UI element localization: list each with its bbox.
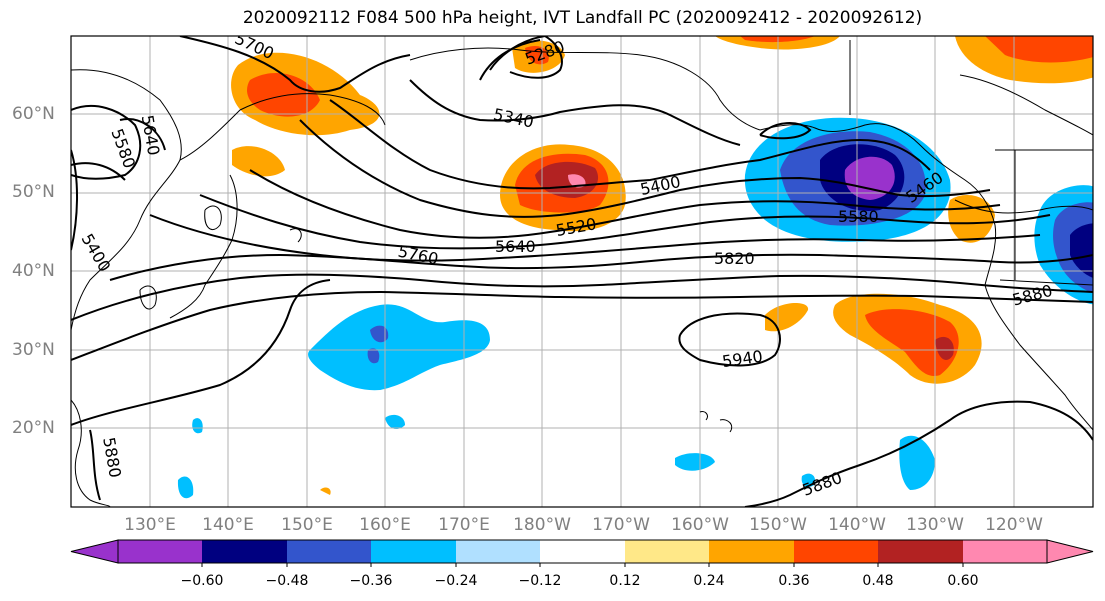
lon-label: 170°E — [438, 515, 490, 535]
lon-label: 130°W — [906, 515, 964, 535]
height-contours — [71, 36, 1093, 507]
contour-label: 5820 — [714, 249, 755, 268]
map-title: 2020092112 F084 500 hPa height, IVT Land… — [242, 8, 923, 28]
colorbar-cells — [70, 539, 1094, 564]
colorbar-cell — [456, 540, 540, 563]
colorbar-extend-max — [1046, 539, 1094, 564]
colorbar-tick-label: −0.24 — [434, 573, 478, 589]
colorbar-ticks — [201, 563, 964, 567]
colorbar-extend-min — [70, 539, 119, 564]
lon-label: 120°W — [985, 515, 1043, 535]
lat-label-30n: 30°N — [12, 340, 55, 360]
lon-label: 140°E — [202, 515, 254, 535]
gridlines — [71, 36, 1093, 507]
colorbar-tick-label: 0.36 — [778, 573, 810, 589]
colorbar-tick-label: −0.60 — [180, 573, 224, 589]
colorbar-cell — [540, 540, 625, 563]
colorbar-tick-label: −0.12 — [518, 573, 562, 589]
colorbar-cell — [878, 540, 963, 563]
lat-label-50n: 50°N — [12, 182, 55, 202]
lon-label: 130°E — [124, 515, 176, 535]
lat-label-60n: 60°N — [12, 104, 55, 124]
contour-label: 5640 — [495, 237, 536, 256]
colorbar-tick-label: 0.12 — [609, 573, 641, 589]
colorbar-cell — [709, 540, 794, 563]
lon-label: 160°E — [359, 515, 411, 535]
colorbar-cell — [371, 540, 456, 563]
lon-label: 150°W — [749, 515, 807, 535]
lon-label: 180°W — [513, 515, 571, 535]
colorbar-tick-label: 0.60 — [947, 573, 979, 589]
lon-label: 160°W — [671, 515, 729, 535]
lon-label: 140°W — [828, 515, 886, 535]
colorbar-tick-label: −0.48 — [265, 573, 309, 589]
colorbar-tick-label: 0.48 — [862, 573, 894, 589]
colorbar-tick-label: −0.36 — [349, 573, 393, 589]
coastlines — [71, 40, 1093, 507]
colorbar-cell — [625, 540, 709, 563]
map-frame — [70, 35, 1094, 508]
lat-label-20n: 20°N — [12, 418, 55, 438]
colorbar-cell — [202, 540, 287, 563]
contour-label: 5580 — [838, 207, 879, 226]
colorbar-tick-label: 0.24 — [693, 573, 725, 589]
lat-label-40n: 40°N — [12, 261, 55, 281]
lon-label: 170°W — [592, 515, 650, 535]
colorbar-cell — [118, 540, 202, 563]
lon-label: 150°E — [281, 515, 333, 535]
colorbar-cell — [794, 540, 878, 563]
colorbar-cell — [963, 540, 1047, 563]
colorbar-cell — [287, 540, 371, 563]
colorbar-outline — [117, 539, 1048, 564]
